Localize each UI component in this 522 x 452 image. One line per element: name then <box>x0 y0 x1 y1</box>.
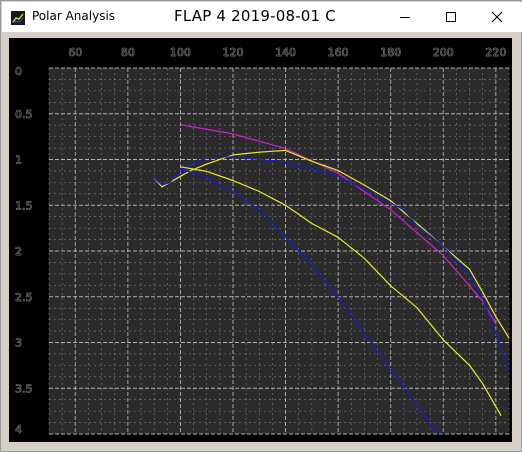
app-title: Polar Analysis <box>32 9 116 23</box>
close-button[interactable] <box>474 3 520 31</box>
x-tick-label: 60 <box>68 46 82 59</box>
series-line-1 <box>180 124 497 325</box>
y-tick-label: 2 <box>15 245 22 258</box>
series-line-4 <box>180 166 502 416</box>
y-tick-label: 1.5 <box>15 199 33 212</box>
y-tick-label: 0.5 <box>15 108 33 121</box>
close-icon <box>491 11 503 23</box>
chart-app-icon <box>11 11 25 25</box>
document-title: FLAP 4 2019-08-01 C <box>174 7 336 25</box>
minimize-icon <box>400 17 410 18</box>
series-group <box>153 124 510 435</box>
x-tick-label: 200 <box>433 46 454 59</box>
y-tick-label: 0 <box>15 65 22 78</box>
title-bar[interactable]: Polar Analysis FLAP 4 2019-08-01 C <box>2 2 522 32</box>
x-tick-label: 180 <box>380 46 401 59</box>
series-line-5 <box>180 168 444 435</box>
maximize-button[interactable] <box>428 3 474 31</box>
x-tick-label: 120 <box>223 46 244 59</box>
x-tick-label: 80 <box>121 46 135 59</box>
y-tick-label: 4 <box>15 423 22 436</box>
polar-chart[interactable]: 60 80 100 120 140 160 180 200 220 0 0.5 1 1.5 2 2.5 3 3.… <box>9 38 512 442</box>
x-tick-label: 100 <box>170 46 191 59</box>
y-tick-label: 3 <box>15 337 22 350</box>
x-tick-label: 140 <box>275 46 296 59</box>
series-line-2 <box>153 149 510 339</box>
y-tick-label: 2.5 <box>15 291 33 304</box>
x-tick-label: 220 <box>485 46 506 59</box>
maximize-icon <box>446 12 456 22</box>
y-tick-label: 3.5 <box>15 382 33 395</box>
x-tick-label: 160 <box>328 46 349 59</box>
series-line-3 <box>153 156 510 371</box>
tick-labels: 60 80 100 120 140 160 180 200 220 0 0.5 1 1.5 2 2.5 3 3.… <box>15 46 507 437</box>
plot-frame: 60 80 100 120 140 160 180 200 220 0 0.5 1 1.5 2 2.5 3 3.… <box>9 38 512 442</box>
minimize-button[interactable] <box>382 3 428 31</box>
y-tick-label: 1 <box>15 154 22 167</box>
grid <box>48 67 510 435</box>
